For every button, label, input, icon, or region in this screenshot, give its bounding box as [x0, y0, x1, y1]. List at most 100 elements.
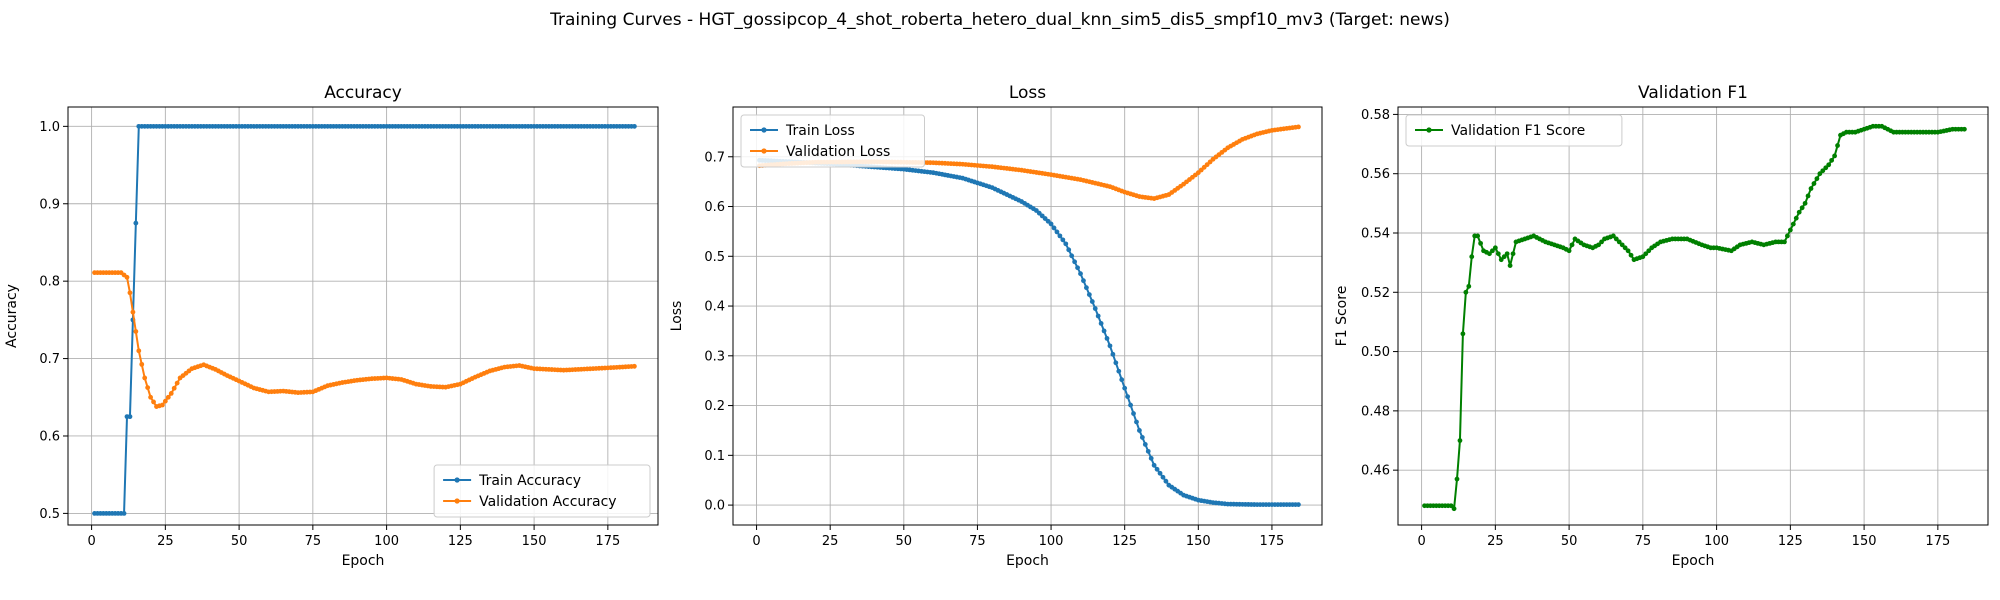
validation-f1-ytick-label: 0.46: [1361, 464, 1390, 479]
validation-f1-data-point: [1814, 176, 1820, 182]
accuracy-ytick-label: 0.5: [39, 507, 60, 522]
loss-legend-label: Train Loss: [785, 123, 855, 139]
accuracy-data-point: [127, 290, 133, 296]
validation-f1-ytick-label: 0.54: [1361, 226, 1390, 241]
validation-f1-data-point: [1460, 331, 1466, 337]
validation-f1-data-point: [1796, 209, 1802, 215]
loss-data-point: [1296, 502, 1301, 507]
loss-data-point: [1063, 241, 1069, 247]
validation-f1-ytick-label: 0.52: [1361, 286, 1390, 301]
loss-data-point: [1092, 306, 1098, 311]
validation-f1-xtick-label: 75: [1635, 534, 1652, 549]
loss-data-point: [1145, 448, 1151, 454]
validation-f1-data-point: [1793, 215, 1799, 221]
accuracy-ytick-label: 0.9: [39, 197, 60, 212]
loss-data-point: [1054, 229, 1060, 235]
validation-f1-data-point: [1498, 257, 1504, 263]
validation-f1-data-point: [1805, 193, 1811, 199]
loss-data-point: [1086, 292, 1092, 297]
validation-f1-data-point: [1466, 283, 1472, 289]
validation-f1-xtick-label: 125: [1778, 534, 1803, 549]
validation-f1-data-point: [1495, 251, 1501, 257]
validation-f1-data-point: [1829, 157, 1835, 163]
accuracy-axes-frame: [67, 106, 659, 526]
validation-f1-data-point: [1566, 248, 1572, 254]
loss-data-point: [1072, 259, 1078, 265]
accuracy-series-1: [92, 270, 637, 409]
validation-f1-data-point: [1628, 252, 1634, 258]
loss-data-point: [1148, 455, 1154, 461]
validation-f1-xtick-label: 175: [1925, 534, 1950, 549]
validation-f1-legend-marker: [1426, 127, 1432, 133]
validation-f1-legend-label: Validation F1 Score: [1451, 123, 1585, 139]
validation-f1-data-point: [1599, 239, 1604, 245]
loss-ytick-label: 0.6: [704, 200, 725, 215]
accuracy-data-point: [124, 274, 130, 280]
validation-f1-data-point: [1826, 162, 1832, 168]
validation-f1-data-point: [1820, 168, 1826, 174]
validation-f1-data-point: [1469, 254, 1475, 260]
validation-f1-series-0: [1422, 123, 1967, 512]
validation-f1-legend-box: [1405, 114, 1623, 147]
loss-data-point: [1048, 221, 1054, 227]
validation-f1-data-point: [1457, 438, 1463, 443]
loss-data-point: [1134, 419, 1139, 425]
validation-f1-data-point: [1596, 242, 1601, 248]
validation-f1-data-point: [1782, 239, 1787, 245]
accuracy-legend-marker: [454, 498, 460, 504]
loss-data-point: [1101, 328, 1107, 334]
loss-xtick-label: 175: [1260, 534, 1285, 549]
accuracy-xtick-label: 25: [157, 534, 174, 549]
accuracy-data-point: [133, 220, 139, 226]
loss-data-point: [1098, 321, 1104, 326]
accuracy-legend-box: [433, 464, 651, 518]
accuracy-data-point: [142, 375, 148, 381]
validation-f1-data-point: [1501, 254, 1507, 260]
loss-xtick-label: 150: [1186, 534, 1211, 549]
loss-ytick-label: 0.1: [704, 449, 725, 464]
accuracy-data-point: [174, 380, 180, 386]
loss-data-point: [1081, 278, 1086, 284]
loss-legend-box: [740, 114, 925, 168]
accuracy-ytick-label: 1.0: [39, 120, 60, 135]
loss-data-point: [1137, 428, 1142, 433]
accuracy-legend-label: Validation Accuracy: [479, 494, 616, 510]
loss-data-point: [1128, 402, 1133, 408]
loss-ylabel: Loss: [669, 301, 685, 332]
loss-legend-marker: [761, 127, 767, 133]
loss-legend: Train Loss Validation Loss: [740, 114, 925, 168]
loss-data-point: [1057, 233, 1063, 239]
validation-f1-data-point: [1802, 200, 1808, 206]
loss-ytick-label: 0.4: [704, 300, 725, 315]
loss-data-point: [1110, 351, 1116, 357]
validation-f1-data-point: [1622, 245, 1628, 251]
accuracy-xtick-label: 150: [522, 534, 547, 549]
validation-f1-data-point: [1492, 245, 1498, 251]
loss-xtick-label: 75: [969, 534, 986, 549]
validation-f1-data-point: [1613, 236, 1619, 242]
accuracy-legend-label: Train Accuracy: [478, 473, 581, 489]
loss-ytick-label: 0.2: [704, 399, 725, 414]
validation-f1-data-point: [1643, 251, 1649, 257]
validation-f1-data-point: [1823, 165, 1829, 171]
accuracy-data-point: [139, 361, 145, 367]
loss-legend-label: Validation Loss: [786, 144, 890, 160]
validation-f1-data-point: [1616, 239, 1622, 245]
validation-f1-title: Validation F1: [1638, 83, 1748, 103]
accuracy-data-point: [130, 309, 136, 315]
validation-f1-data-point: [1507, 263, 1513, 268]
loss-data-point: [1131, 411, 1136, 416]
accuracy-data-point: [171, 385, 177, 391]
accuracy-ytick-label: 0.8: [39, 275, 60, 290]
loss-panel: Loss 0 25 50 75 100 125 150 175 0.0 0.1 0.2 0.3 0.4 0.…: [669, 83, 1323, 569]
validation-f1-ylabel: F1 Score: [1334, 286, 1350, 347]
validation-f1-ytick-label: 0.50: [1361, 345, 1390, 360]
validation-f1-data-point: [1817, 171, 1823, 177]
accuracy-xtick-label: 50: [231, 534, 248, 549]
validation-f1-data-point: [1610, 233, 1616, 239]
accuracy-xtick-label: 0: [87, 534, 95, 549]
loss-xlabel: Epoch: [1006, 553, 1049, 569]
validation-f1-data-point: [1569, 242, 1575, 248]
loss-xtick-label: 0: [752, 534, 760, 549]
